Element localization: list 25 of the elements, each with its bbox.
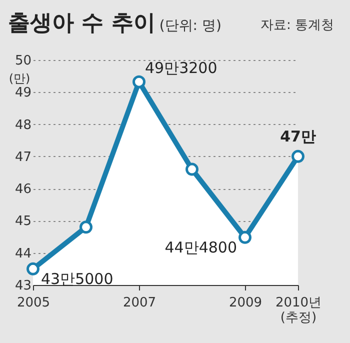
y-tick-label: 49 [14,86,32,101]
y-axis-title: (만) [8,72,30,86]
point [80,220,92,234]
text: 자료: 통계청 [260,17,334,34]
point [26,262,40,276]
data-label: 47만 [280,127,316,146]
chart-subtitle: (단위: 명) [159,18,222,34]
y-tick-label: 46 [14,182,32,198]
point [132,75,146,88]
x-tick-label: 2010년 (추정) [275,296,322,326]
x-tick-label: 2009 [228,296,262,310]
x-tick-label: 2005 [16,296,50,310]
y-tick-label: 45 [14,214,32,230]
y-tick-label: 44 [14,246,32,262]
y-tick-label: 50 [14,54,32,68]
point [238,230,252,244]
y-tick-label: 48 [14,118,32,133]
x-tick-label: 2007 [122,296,156,310]
point [186,162,198,176]
data-label: 44만4800 [164,238,237,256]
chart-title: 출생아 수 추이 [8,11,156,36]
y-tick-label: 47 [14,150,32,165]
data-label: 49만3200 [145,58,218,77]
data-label: 43만5000 [41,270,114,288]
y-tick-label: 43 [14,278,32,294]
